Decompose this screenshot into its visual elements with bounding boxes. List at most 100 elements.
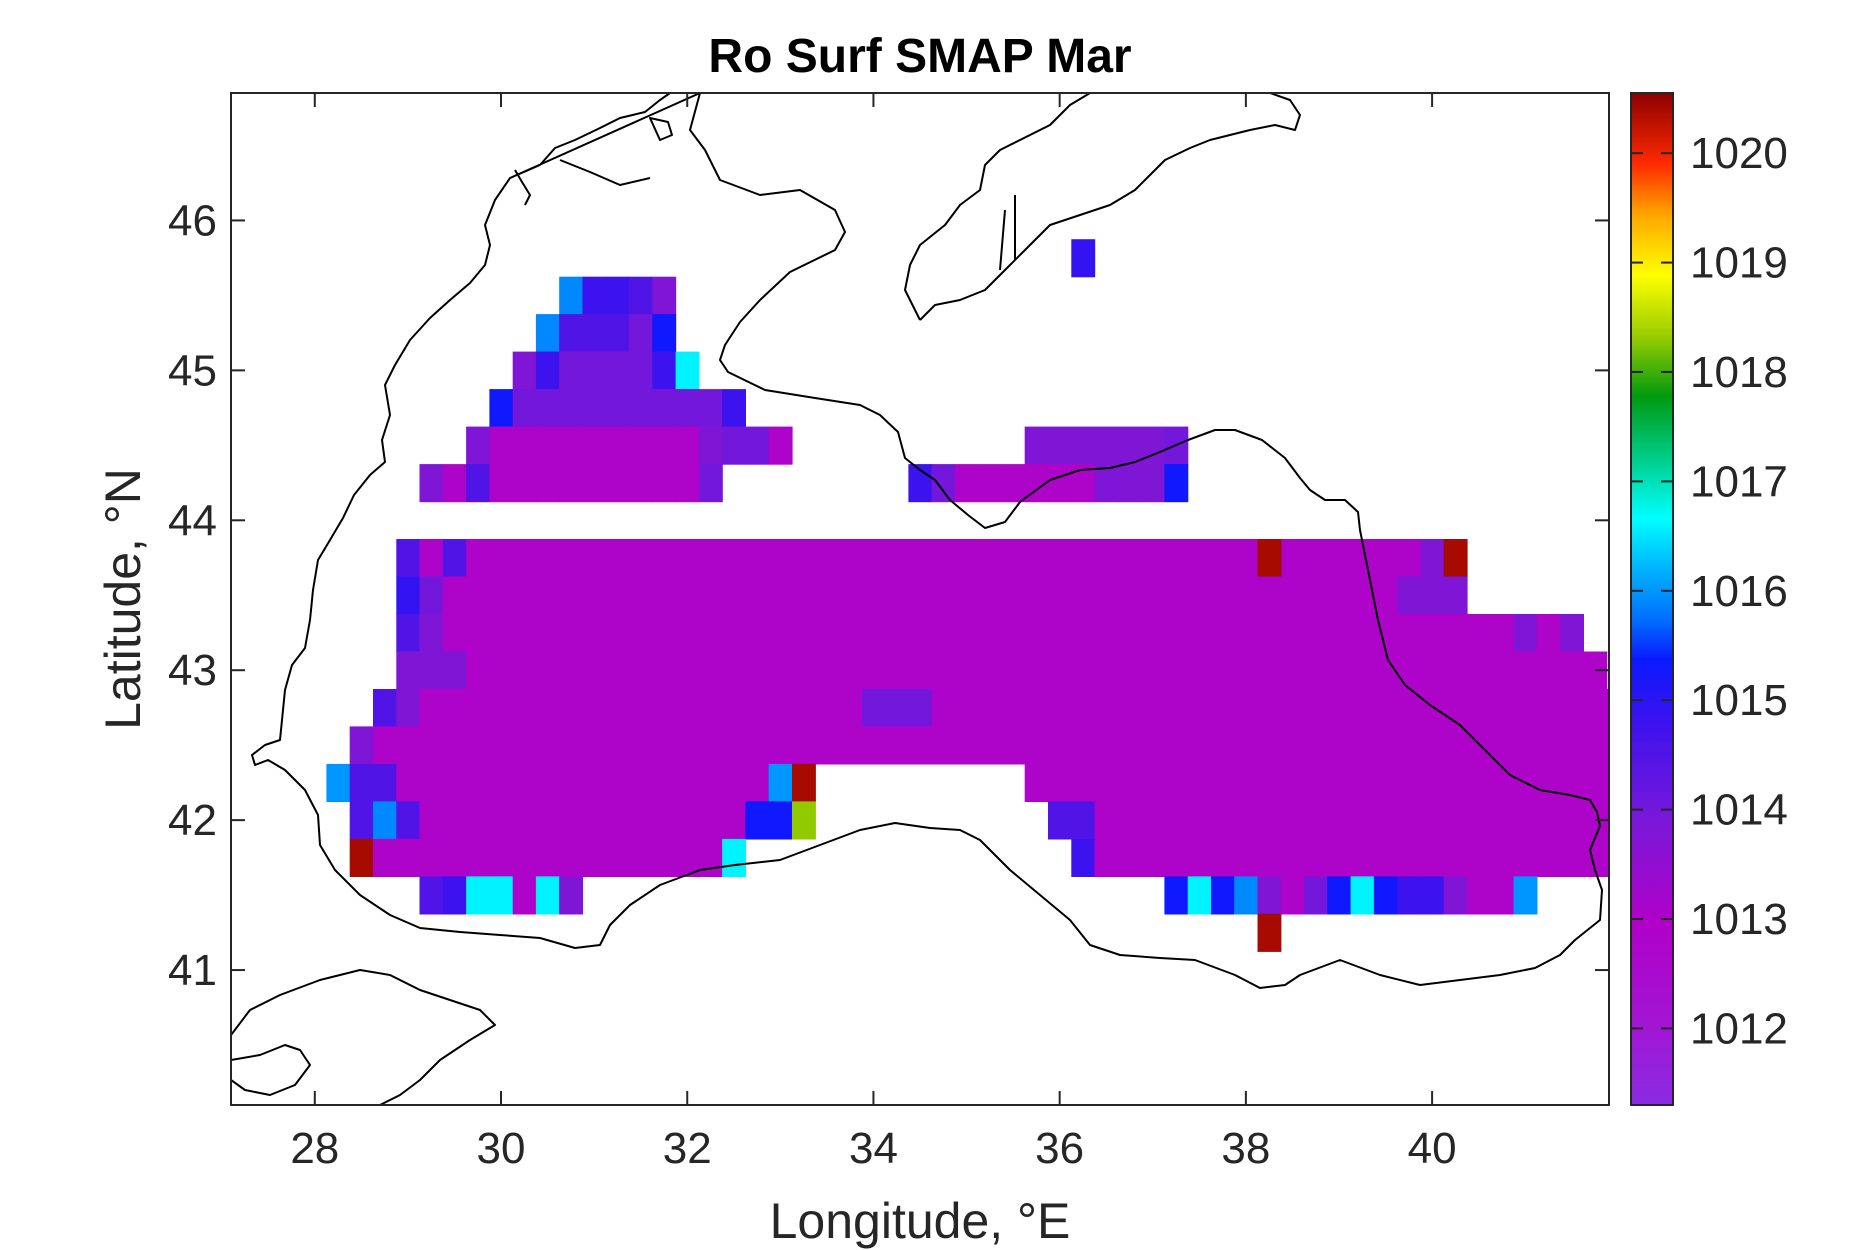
heatmap-cell xyxy=(629,614,653,653)
heatmap-cell xyxy=(1071,464,1096,503)
heatmap-cell xyxy=(582,614,607,653)
heatmap-cell xyxy=(745,614,770,653)
x-tick-label: 36 xyxy=(1035,1124,1084,1173)
heatmap-cell xyxy=(1420,876,1445,915)
heatmap-cell xyxy=(1257,838,1282,877)
heatmap-cell xyxy=(1257,763,1282,802)
heatmap-cell xyxy=(1280,838,1305,877)
heatmap-cell xyxy=(512,689,537,728)
heatmap-cell xyxy=(815,576,840,615)
heatmap-cell xyxy=(559,539,584,578)
heatmap-cell xyxy=(1164,651,1189,690)
heatmap-cell xyxy=(1583,689,1608,728)
heatmap-cell xyxy=(1420,539,1445,578)
heatmap-cell xyxy=(1677,726,1701,764)
heatmap-cell xyxy=(908,614,933,653)
heatmap-cell xyxy=(1536,838,1561,877)
heatmap-cell xyxy=(1280,876,1305,915)
heatmap-cell xyxy=(1490,651,1515,690)
heatmap-cell xyxy=(1257,876,1282,915)
heatmap-cell xyxy=(652,576,677,615)
heatmap-cell xyxy=(629,539,653,578)
heatmap-cell xyxy=(1094,539,1119,578)
colorbar-tick-label: 1015 xyxy=(1690,676,1788,725)
heatmap-cell xyxy=(489,876,514,915)
heatmap-cell xyxy=(629,576,653,615)
heatmap-cell xyxy=(559,876,584,915)
heatmap-cell xyxy=(396,801,421,840)
heatmap-cell xyxy=(1187,876,1212,915)
heatmap-cell xyxy=(1141,838,1165,877)
heatmap-cell xyxy=(419,838,444,877)
heatmap-cell xyxy=(1304,876,1328,915)
heatmap-cell xyxy=(675,576,700,615)
heatmap-cell xyxy=(1536,726,1561,765)
heatmap-cell xyxy=(838,576,863,615)
heatmap-cell xyxy=(1257,651,1282,690)
heatmap-cell xyxy=(1164,838,1189,877)
heatmap-cell xyxy=(954,614,979,653)
heatmap-cell xyxy=(466,838,490,877)
heatmap-cell xyxy=(792,726,816,765)
heatmap-cell xyxy=(931,464,956,503)
heatmap-cell xyxy=(1094,464,1119,503)
heatmap-cell xyxy=(1280,763,1305,802)
heatmap-cell xyxy=(1420,726,1445,765)
heatmap-cell xyxy=(1350,763,1375,802)
heatmap-cell xyxy=(535,539,560,578)
heatmap-cell xyxy=(512,726,537,765)
heatmap-cell xyxy=(1234,689,1259,728)
heatmap-cell xyxy=(1397,876,1422,915)
heatmap-cell xyxy=(442,876,467,915)
heatmap-cell xyxy=(559,614,584,653)
heatmap-cell xyxy=(1234,651,1259,690)
heatmap-cell xyxy=(442,464,467,503)
heatmap-cell xyxy=(559,838,584,877)
heatmap-cell xyxy=(1024,726,1049,765)
heatmap-cell xyxy=(1234,726,1259,765)
heatmap-cell xyxy=(489,651,514,690)
heatmap-cell xyxy=(954,539,979,578)
heatmap-cell xyxy=(745,576,770,615)
heatmap-cell xyxy=(768,426,793,465)
heatmap-cell xyxy=(652,539,677,578)
colorbar-tick-label: 1018 xyxy=(1690,348,1788,397)
heatmap-cell xyxy=(559,426,584,465)
heatmap-cell xyxy=(1257,539,1282,578)
heatmap-cell xyxy=(1117,763,1142,802)
heatmap-cell xyxy=(745,726,770,765)
heatmap-cell xyxy=(605,689,630,728)
heatmap-cell xyxy=(466,689,490,728)
heatmap-cell xyxy=(722,389,746,428)
coastline-main xyxy=(251,93,1603,989)
heatmap-cell xyxy=(792,763,816,802)
heatmap-cell xyxy=(1211,614,1235,653)
heatmap-cell xyxy=(745,426,770,465)
heatmap-cell xyxy=(349,763,374,802)
heatmap-cell xyxy=(489,464,514,503)
heatmap-cell xyxy=(1443,801,1468,840)
colorbar-tick-label: 1017 xyxy=(1690,457,1788,506)
heatmap-cell xyxy=(1350,726,1375,765)
heatmap-cell xyxy=(1513,838,1538,877)
y-axis-label: Latitude, °N xyxy=(95,468,151,730)
heatmap-cell xyxy=(1164,876,1189,915)
heatmap-cell xyxy=(652,276,677,315)
heatmap-cell xyxy=(745,801,770,840)
heatmap-cell xyxy=(582,539,607,578)
heatmap-cell xyxy=(1467,651,1491,690)
heatmap-cell xyxy=(1420,763,1445,802)
heatmap-cell xyxy=(629,426,653,465)
heatmap-cell xyxy=(1094,576,1119,615)
heatmap-cell xyxy=(745,539,770,578)
heatmap-cell xyxy=(652,763,677,802)
heatmap-cell xyxy=(1141,651,1165,690)
heatmap-cell xyxy=(1490,801,1515,840)
heatmap-cell xyxy=(722,838,746,877)
heatmap-cell xyxy=(1187,763,1212,802)
heatmap-cell xyxy=(838,651,863,690)
heatmap-cell xyxy=(605,801,630,840)
heatmap-cell xyxy=(1141,689,1165,728)
heatmap-cell xyxy=(489,426,514,465)
heatmap-cell xyxy=(629,389,653,428)
